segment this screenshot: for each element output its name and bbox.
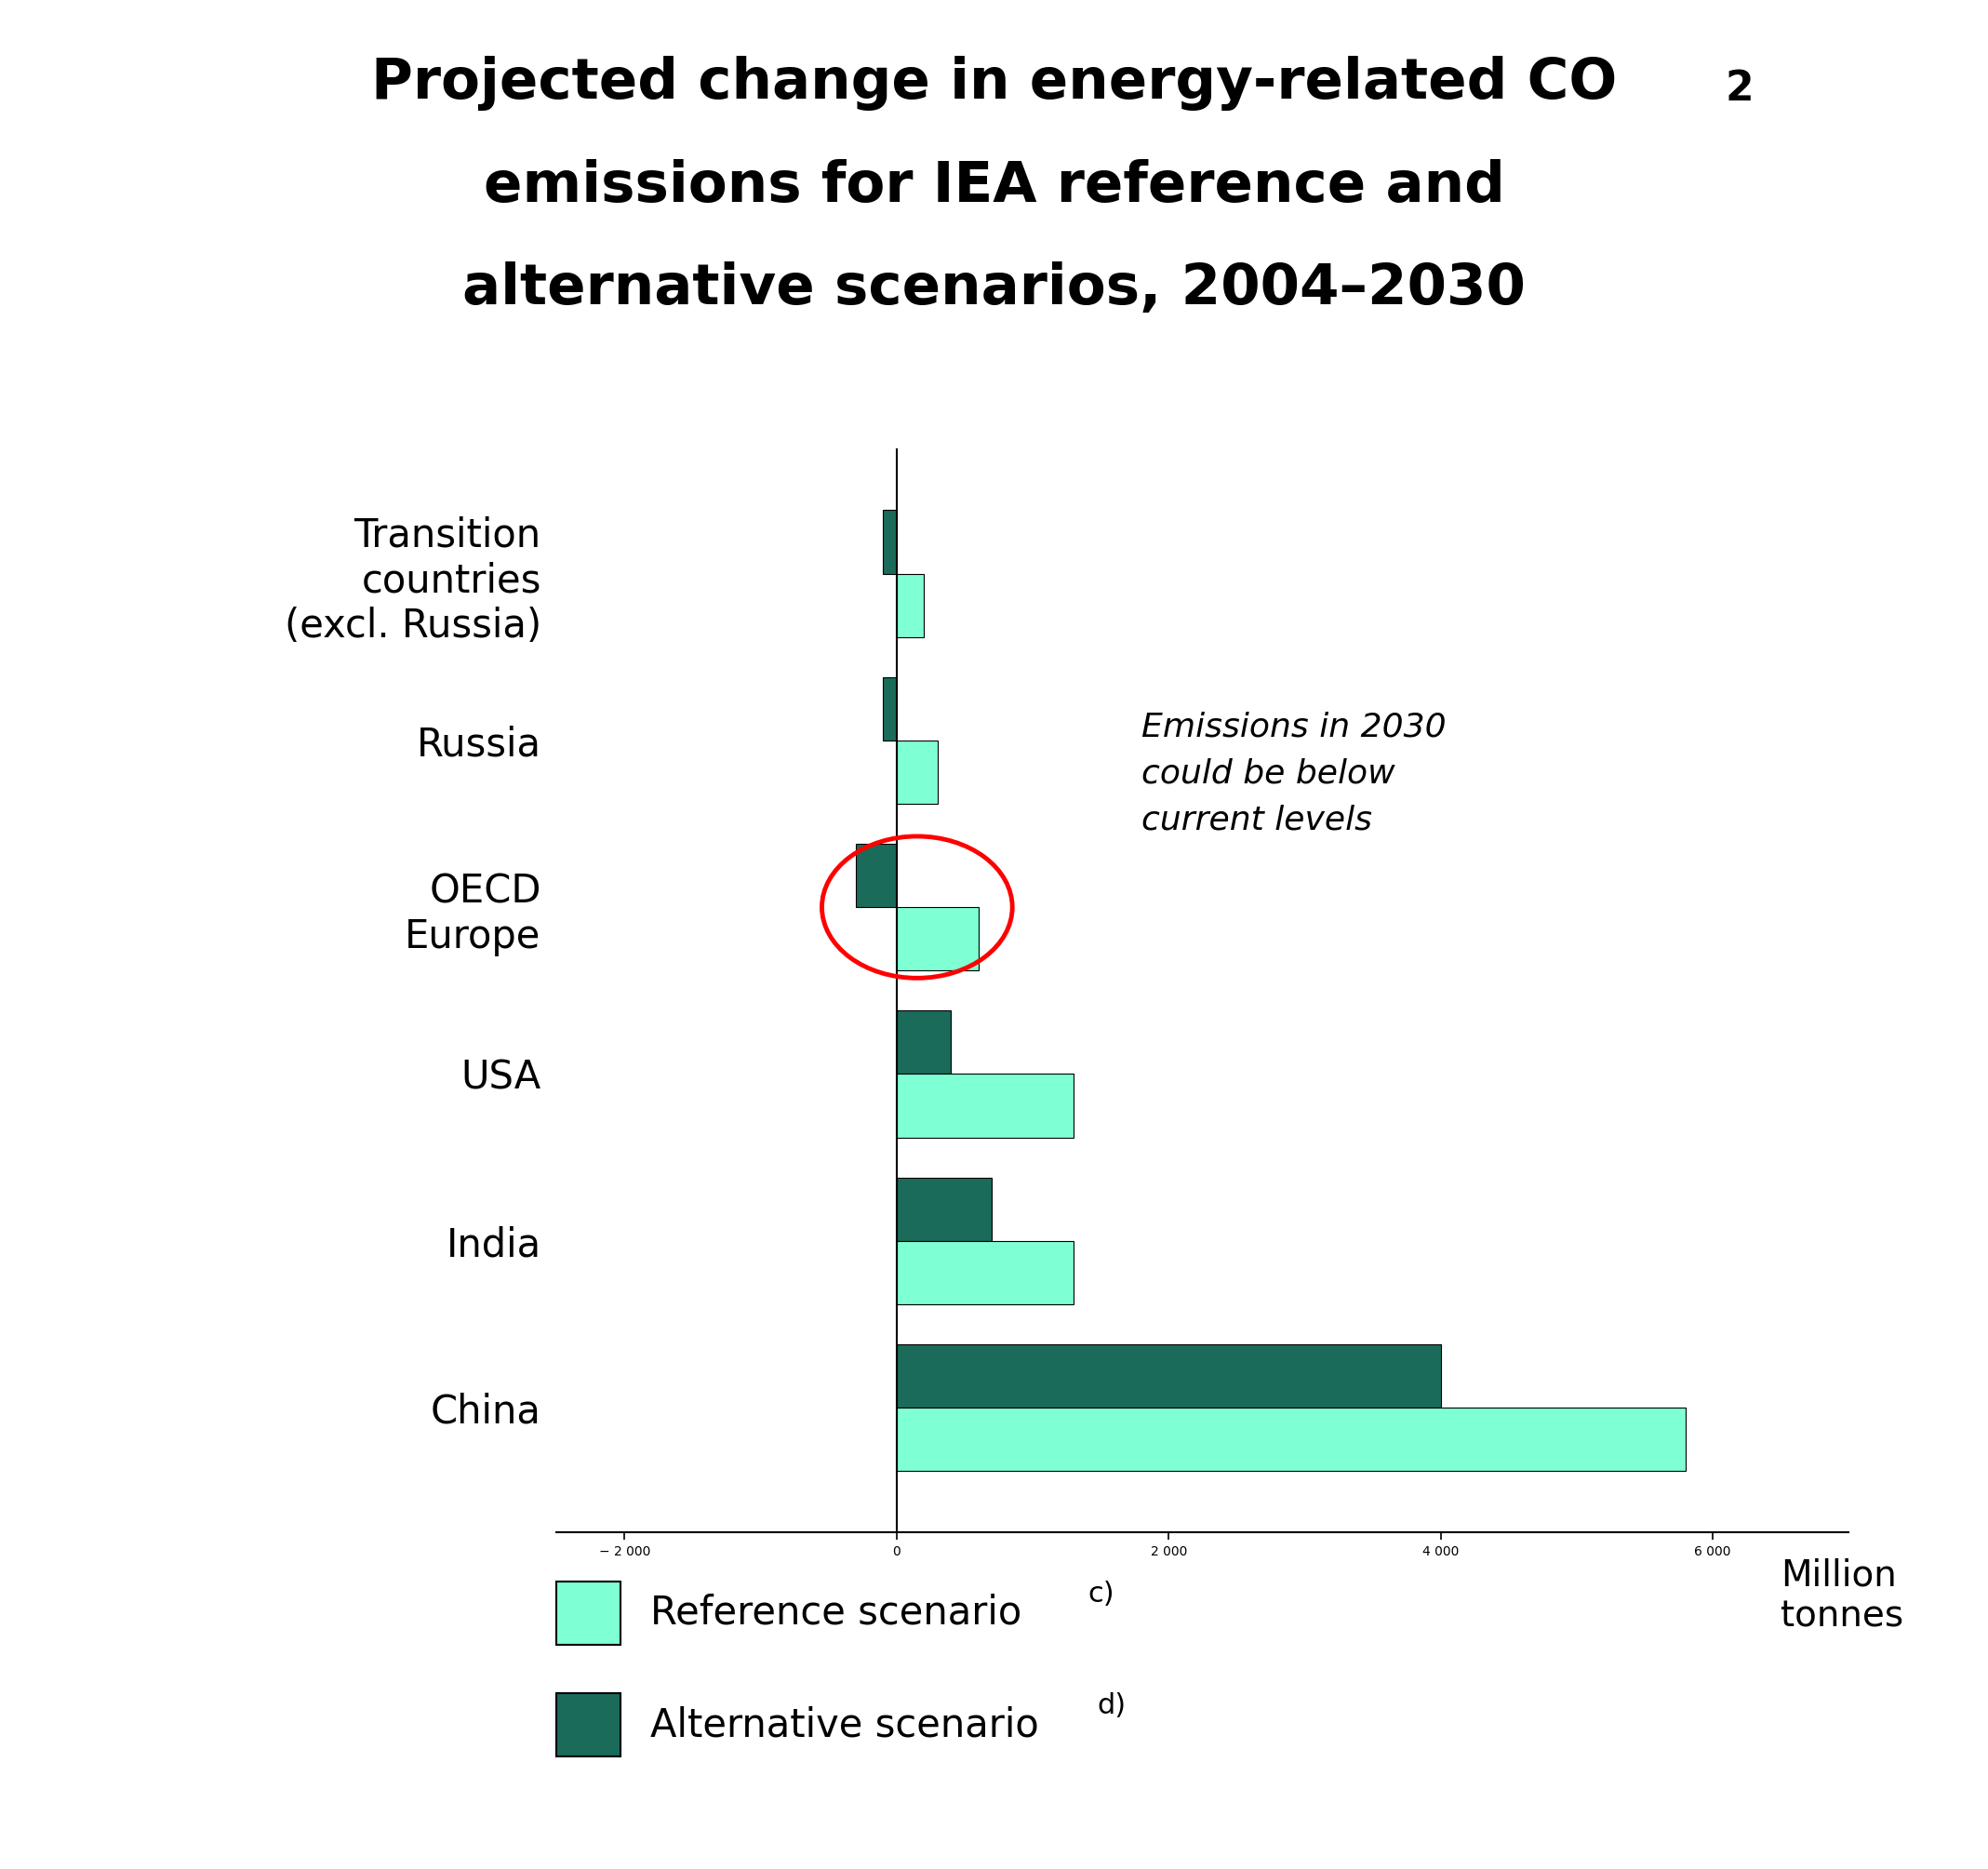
Text: Projected change in energy-related CO: Projected change in energy-related CO xyxy=(372,56,1616,110)
Text: Reference scenario: Reference scenario xyxy=(650,1594,1022,1632)
Bar xyxy=(897,1241,1074,1305)
Text: Alternative scenario: Alternative scenario xyxy=(650,1706,1038,1744)
Bar xyxy=(897,740,938,804)
Text: emissions for IEA reference and: emissions for IEA reference and xyxy=(483,159,1505,213)
Bar xyxy=(897,1011,950,1075)
Text: Emissions in 2030
could be below
current levels: Emissions in 2030 could be below current… xyxy=(1141,712,1447,835)
Bar xyxy=(897,1344,1441,1407)
Text: c): c) xyxy=(1087,1581,1113,1607)
Text: 2: 2 xyxy=(1726,69,1753,108)
Bar xyxy=(897,1177,992,1241)
Text: Million
tonnes: Million tonnes xyxy=(1781,1557,1905,1634)
Bar xyxy=(883,510,897,574)
Text: alternative scenarios, 2004–2030: alternative scenarios, 2004–2030 xyxy=(463,262,1525,316)
Bar xyxy=(897,1075,1074,1138)
Bar xyxy=(897,906,978,970)
Bar xyxy=(883,677,897,740)
Bar xyxy=(897,1407,1686,1471)
Bar xyxy=(897,574,924,637)
Text: d): d) xyxy=(1097,1693,1127,1719)
Bar xyxy=(857,843,897,906)
